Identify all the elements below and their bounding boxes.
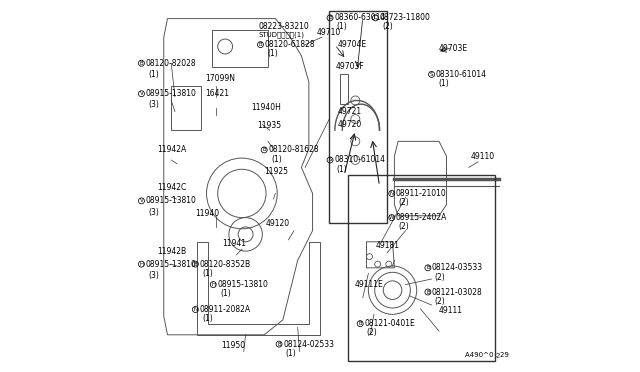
Text: N: N <box>193 307 198 312</box>
Text: 08310-61014: 08310-61014 <box>334 155 385 164</box>
Text: (1): (1) <box>271 155 282 164</box>
Text: 08723-11800: 08723-11800 <box>380 13 430 22</box>
Text: V: V <box>140 91 143 96</box>
Text: 08120-82028: 08120-82028 <box>145 59 196 68</box>
Text: 11940: 11940 <box>195 209 220 218</box>
Text: S: S <box>328 157 332 163</box>
Text: (2): (2) <box>367 328 378 337</box>
Text: 11940H: 11940H <box>251 103 281 112</box>
Text: (2): (2) <box>435 273 445 282</box>
Text: 49111: 49111 <box>439 306 463 315</box>
Text: (1): (1) <box>337 22 348 31</box>
Text: 49721: 49721 <box>338 107 362 116</box>
Text: (1): (1) <box>202 314 213 323</box>
Text: 08124-02533: 08124-02533 <box>283 340 334 349</box>
Text: 08915-13810: 08915-13810 <box>145 89 196 98</box>
Text: 08915-13810: 08915-13810 <box>145 196 196 205</box>
Text: 49111E: 49111E <box>355 280 383 289</box>
Text: 16421: 16421 <box>205 89 229 98</box>
Text: 49710: 49710 <box>316 28 340 37</box>
Text: 08120-81628: 08120-81628 <box>268 145 319 154</box>
Text: 49720: 49720 <box>338 120 362 129</box>
Text: (1): (1) <box>148 70 159 79</box>
Text: 49110: 49110 <box>470 152 495 161</box>
Text: (2): (2) <box>399 222 409 231</box>
Text: B: B <box>426 289 429 295</box>
Text: H: H <box>140 262 143 267</box>
Text: 11942B: 11942B <box>157 247 186 256</box>
Text: (1): (1) <box>202 269 213 278</box>
Text: 11935: 11935 <box>257 121 281 130</box>
Text: (3): (3) <box>148 100 159 109</box>
Text: (3): (3) <box>148 208 159 217</box>
Text: 11950: 11950 <box>221 341 246 350</box>
Text: (3): (3) <box>148 271 159 280</box>
Text: (1): (1) <box>220 289 230 298</box>
Bar <box>330 11 387 223</box>
Text: STUDスタッド(1): STUDスタッド(1) <box>259 31 305 38</box>
Text: 49703F: 49703F <box>335 62 364 71</box>
Text: 49120: 49120 <box>266 219 290 228</box>
Text: 08915-13810: 08915-13810 <box>145 260 196 269</box>
Bar <box>172 86 201 130</box>
Text: 17099N: 17099N <box>205 74 236 83</box>
Text: 11942A: 11942A <box>157 145 186 154</box>
Text: 08121-0401E: 08121-0401E <box>364 319 415 328</box>
Text: 08120-61828: 08120-61828 <box>264 40 315 49</box>
Text: V: V <box>140 198 143 203</box>
Text: (2): (2) <box>435 297 445 306</box>
Text: (1): (1) <box>438 79 449 88</box>
Text: B: B <box>259 42 262 47</box>
Text: 08915-13810: 08915-13810 <box>218 280 268 289</box>
Text: B: B <box>328 15 332 20</box>
Text: B: B <box>277 341 281 347</box>
Text: 08124-03533: 08124-03533 <box>432 263 483 272</box>
Text: (1): (1) <box>267 49 278 58</box>
Text: B: B <box>426 265 429 270</box>
Text: 08120-8352B: 08120-8352B <box>200 260 251 269</box>
Text: 49704E: 49704E <box>338 40 367 49</box>
Text: 49181: 49181 <box>376 241 400 250</box>
Text: C: C <box>374 15 378 20</box>
Text: A490^0 ϩ29: A490^0 ϩ29 <box>465 352 509 358</box>
Text: B: B <box>140 61 143 66</box>
Text: 11925: 11925 <box>264 167 288 176</box>
Bar <box>348 175 495 361</box>
Text: (2): (2) <box>382 22 393 31</box>
Text: 08310-61014: 08310-61014 <box>436 70 486 79</box>
Text: B: B <box>262 147 266 153</box>
Text: 08360-63014: 08360-63014 <box>334 13 385 22</box>
Text: B: B <box>193 262 197 267</box>
Text: S: S <box>430 72 433 77</box>
Text: 08223-83210: 08223-83210 <box>259 22 309 31</box>
Text: 08911-21010: 08911-21010 <box>396 189 447 198</box>
Text: 08121-03028: 08121-03028 <box>432 288 483 296</box>
Text: 08915-2402A: 08915-2402A <box>396 213 447 222</box>
Text: (2): (2) <box>399 198 409 207</box>
Text: 11941: 11941 <box>223 239 246 248</box>
Text: B: B <box>358 321 362 326</box>
Text: N: N <box>390 191 394 196</box>
Text: 08911-2082A: 08911-2082A <box>200 305 251 314</box>
Text: 49703E: 49703E <box>439 44 468 53</box>
Text: (1): (1) <box>286 349 296 358</box>
Text: H: H <box>211 282 215 287</box>
Text: W: W <box>389 215 394 220</box>
Text: 11942C: 11942C <box>157 183 186 192</box>
Text: (1): (1) <box>337 165 348 174</box>
